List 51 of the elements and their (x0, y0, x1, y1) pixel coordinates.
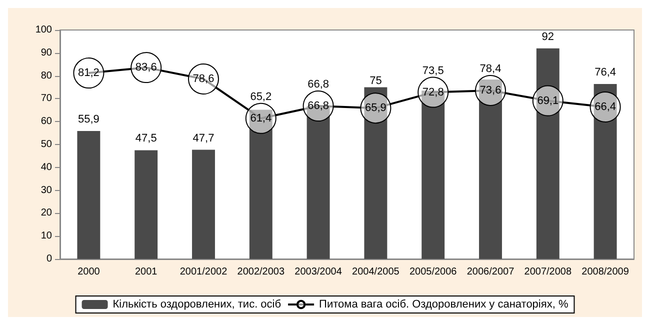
legend-label: Кількість оздоровлених, тис. осіб (112, 298, 282, 310)
data-label: 92 (542, 30, 554, 43)
bar (479, 79, 502, 259)
y-tick-label: 10 (40, 230, 52, 242)
bar (364, 87, 388, 259)
y-tick-label: 20 (40, 208, 52, 219)
data-label: 65,9 (364, 102, 386, 114)
x-tick-label: 2001 (134, 266, 158, 278)
x-tick-label: 2001/2002 (180, 266, 228, 278)
bar (192, 150, 215, 259)
y-tick-label: 40 (40, 162, 52, 173)
bar (594, 84, 617, 259)
x-tick-label: 2004/2005 (352, 266, 400, 278)
y-tick-label: 30 (40, 184, 52, 196)
x-tick-label: 2006/2007 (466, 266, 515, 278)
data-label: 61,4 (250, 112, 272, 124)
legend-label: Питома вага осіб. Оздоровлених у санаторіях, % (319, 298, 568, 310)
data-label: 55,9 (78, 113, 100, 126)
data-label: 65,2 (250, 90, 272, 103)
data-label: 76,4 (594, 66, 616, 79)
data-label: 83,6 (135, 62, 157, 74)
data-label: 72,8 (422, 86, 444, 98)
data-label: 73,6 (480, 84, 502, 96)
bar (77, 130, 100, 259)
x-tick-label: 2007/2008 (524, 266, 572, 278)
x-tick-label: 2005/2006 (409, 266, 458, 278)
y-tick-label: 80 (40, 70, 52, 82)
y-tick-label: 60 (40, 116, 52, 128)
data-label: 78,4 (480, 62, 502, 75)
data-label: 75 (370, 74, 382, 87)
data-label: 47,7 (192, 132, 214, 144)
bar (249, 110, 272, 259)
x-tick-label: 2003/2004 (294, 266, 342, 278)
data-label: 73,5 (422, 64, 444, 77)
y-tick-label: 70 (40, 93, 52, 104)
bar (134, 150, 158, 259)
bar (536, 48, 560, 259)
y-tick-label: 0 (46, 254, 52, 264)
data-label: 66,8 (308, 78, 330, 91)
data-label: 66,4 (594, 100, 616, 113)
x-tick-label: 2000 (78, 266, 100, 278)
data-label: 66,8 (308, 100, 330, 112)
y-tick-label: 50 (40, 139, 52, 150)
data-label: 81,2 (78, 67, 100, 80)
data-label: 78,6 (192, 73, 214, 86)
x-tick-label: 2008/2009 (582, 266, 630, 278)
y-tick-label: 100 (35, 24, 52, 36)
y-tick-label: 90 (40, 47, 52, 58)
data-label: 69,1 (537, 94, 559, 107)
data-label: 47,5 (135, 132, 157, 145)
x-tick-label: 2002/2003 (237, 266, 285, 278)
